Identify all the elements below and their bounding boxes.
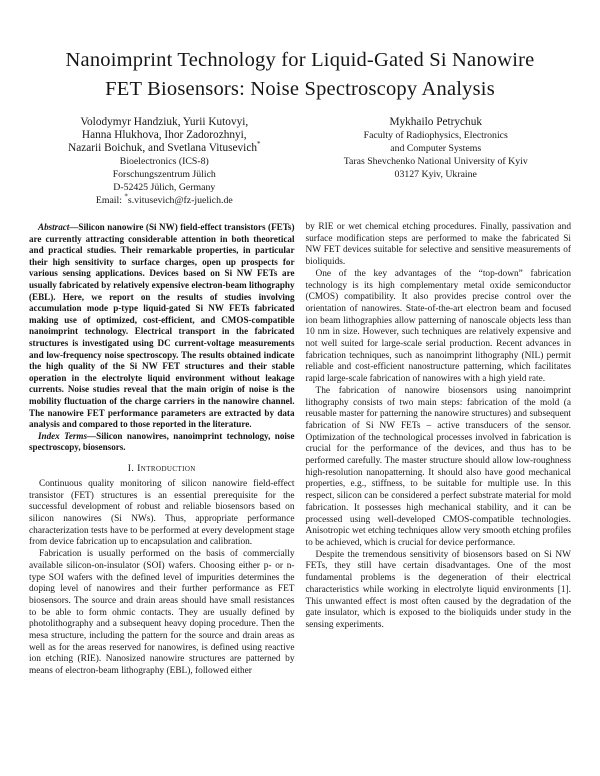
- author-block-right: Mykhailo Petrychuk Faculty of Radiophysi…: [310, 116, 561, 207]
- author-name-line: Volodymyr Handziuk, Yurii Kutovyi,: [80, 116, 249, 128]
- email-asterisk: *: [124, 192, 128, 201]
- right-column: by RIE or wet chemical etching procedure…: [306, 222, 572, 678]
- author-name-line: Mykhailo Petrychuk: [389, 116, 482, 128]
- body-paragraph: One of the key advantages of the “top-do…: [305, 268, 572, 385]
- body-paragraph: Fabrication is usually performed on the …: [29, 549, 295, 677]
- author-affiliation-line: and Computer Systems: [390, 143, 482, 154]
- body-paragraph: Continuous quality monitoring of silicon…: [29, 478, 295, 548]
- author-affiliation-line: Taras Shevchenko National University of …: [343, 156, 528, 167]
- author-name-line: Hanna Hlukhova, Ihor Zadorozhnyi,: [81, 129, 247, 141]
- author-affiliation-line: Faculty of Radiophysics, Electronics: [363, 130, 508, 141]
- abstract-text: Silicon nanowire (Si NW) field-effect tr…: [29, 222, 295, 430]
- author-affiliation-line: Bioelectronics (ICS-8): [119, 156, 209, 167]
- body-paragraph: The fabrication of nanowire biosensors u…: [305, 385, 572, 548]
- author-block-left: Volodymyr Handziuk, Yurii Kutovyi, Hanna…: [39, 116, 290, 207]
- index-terms-label: Index Terms—: [38, 430, 97, 441]
- body-paragraph: Despite the tremendous sensitivity of bi…: [305, 549, 572, 630]
- author-name-text: Nazarii Boichuk, and Svetlana Vitusevich: [68, 142, 257, 154]
- author-affiliation-line: Forschungszentrum Jülich: [112, 169, 216, 180]
- index-terms-paragraph: Index Terms—Silicon nanowires, nanoimpri…: [29, 431, 295, 454]
- corresponding-author-asterisk: *: [256, 140, 261, 149]
- section-heading-introduction: I. Introduction: [29, 463, 295, 474]
- email-label: Email:: [95, 195, 125, 206]
- author-email-line: Email: *s.vitusevich@fz-juelich.de: [39, 192, 290, 207]
- index-terms-text: Silicon nanowires, nanoimprint technolog…: [29, 430, 295, 453]
- left-column: Abstract—Silicon nanowire (Si NW) field-…: [29, 222, 295, 678]
- abstract-paragraph: Abstract—Silicon nanowire (Si NW) field-…: [29, 222, 295, 431]
- section-number: I.: [127, 462, 138, 474]
- author-affiliation-line: D-52425 Jülich, Germany: [113, 182, 216, 193]
- two-column-body: Abstract—Silicon nanowire (Si NW) field-…: [29, 222, 571, 678]
- abstract-label: Abstract—: [38, 222, 79, 232]
- author-name-line: Nazarii Boichuk, and Svetlana Vitusevich…: [39, 140, 290, 155]
- section-title: Introduction: [137, 462, 196, 474]
- body-paragraph: by RIE or wet chemical etching procedure…: [305, 222, 572, 268]
- email-address: s.vitusevich@fz-juelich.de: [127, 195, 233, 206]
- author-blocks: Volodymyr Handziuk, Yurii Kutovyi, Hanna…: [29, 116, 571, 207]
- paper-title: Nanoimprint Technology for Liquid-Gated …: [65, 49, 535, 100]
- author-affiliation-line: 03127 Kyiv, Ukraine: [394, 169, 477, 180]
